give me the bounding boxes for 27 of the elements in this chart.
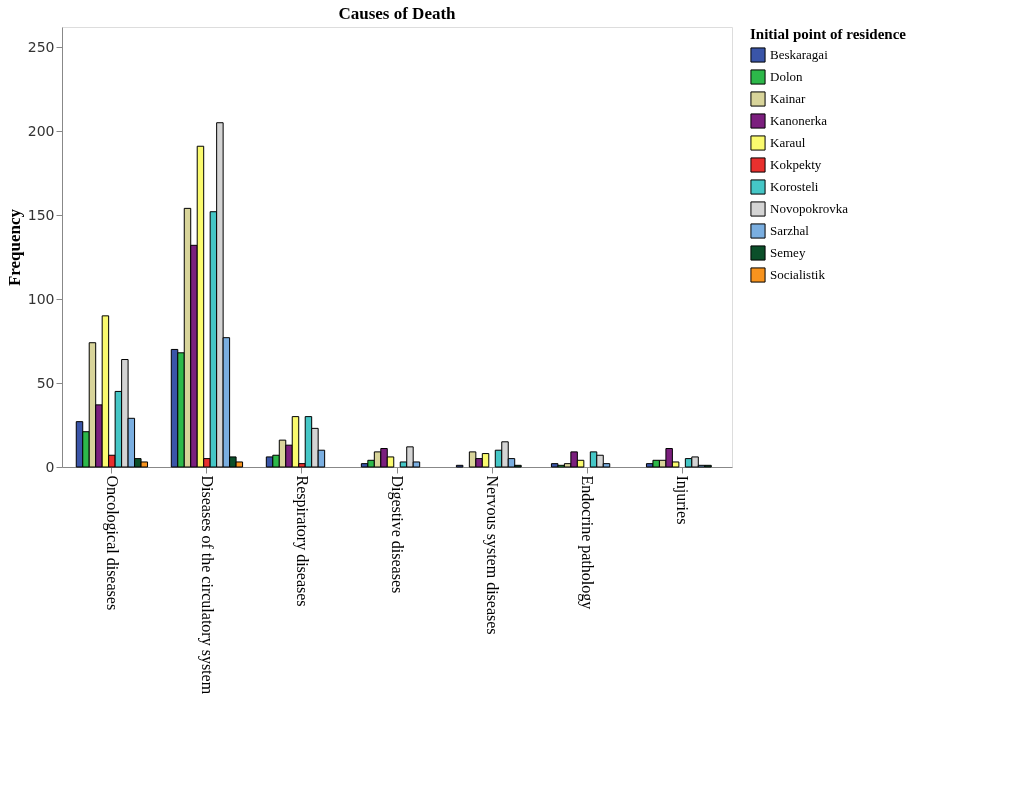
legend-label: Socialistik [770,267,826,282]
x-tick-label: Oncological diseases [102,475,121,611]
legend-label: Kokpekty [770,157,822,172]
y-tick-label: 50 [36,374,55,391]
x-tick-label: Diseases of the circulatory system [197,475,216,695]
chart-title: Causes of Death [338,4,457,23]
x-tick-label: Injuries [673,475,692,525]
x-tick-label: Nervous system diseases [483,475,502,635]
legend-label: Karaul [770,135,806,150]
legend-label: Sarzhal [770,223,810,238]
legend-label: Dolon [770,69,803,84]
x-tick-label: Endocrine pathology [578,475,597,610]
x-tick-label: Digestive diseases [388,475,406,594]
y-tick-label: 150 [27,206,55,223]
legend-label: Beskaragai [770,47,829,62]
y-tick-label: 100 [27,290,55,307]
y-tick-label: 250 [27,38,55,55]
y-axis-title: Frequency [4,208,24,287]
legend-label: Semey [770,245,806,260]
legend-label: Korosteli [770,179,819,194]
legend-label: Novopokrovka [770,201,849,216]
y-tick-label: 0 [45,458,55,475]
x-tick-label: Respiratory diseases [292,475,311,607]
legend-label: Kanonerka [770,113,828,128]
legend-title: Initial point of residence [750,26,907,42]
legend-label: Kainar [770,91,807,106]
y-tick-label: 200 [27,122,55,139]
